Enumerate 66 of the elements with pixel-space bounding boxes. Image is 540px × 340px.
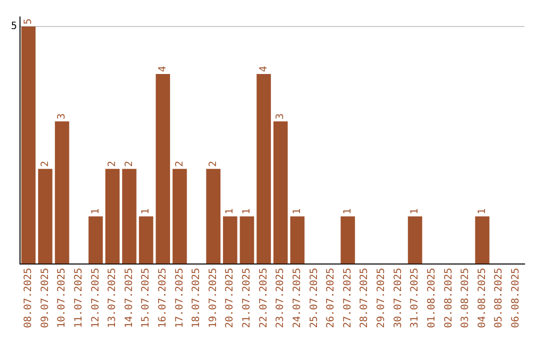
bar [290, 216, 305, 264]
bar [122, 168, 136, 264]
bar [88, 216, 103, 264]
x-tick-label: 12.07.2025 [90, 268, 102, 328]
x-tick-label: 02.08.2025 [443, 268, 454, 328]
x-tick-label: 20.07.2025 [224, 268, 236, 328]
data-label: 1 [140, 208, 152, 214]
bar [206, 168, 220, 264]
x-tick-label: 29.07.2025 [376, 268, 388, 328]
x-tick-label: 17.07.2025 [174, 268, 186, 328]
data-label: 1 [224, 208, 236, 214]
x-tick-label: 21.07.2025 [242, 268, 253, 328]
x-tick-label: 27.07.2025 [342, 268, 354, 328]
bar [273, 121, 288, 264]
x-tick-label: 05.08.2025 [494, 268, 505, 328]
x-tick-label: 25.07.2025 [308, 268, 320, 328]
x-tick-label: 15.07.2025 [140, 268, 152, 328]
x-tick-label: 03.08.2025 [460, 268, 472, 328]
bar [475, 216, 490, 264]
bar [156, 74, 170, 264]
bar [222, 216, 238, 264]
x-tick-label: 23.07.2025 [275, 268, 286, 328]
data-label: 3 [275, 113, 286, 120]
x-tick-label: 24.07.2025 [292, 268, 303, 328]
data-label: 1 [90, 208, 102, 214]
x-tick-label: 22.07.2025 [258, 268, 270, 328]
x-tick-label: 09.07.2025 [40, 268, 51, 328]
x-tick-label: 10.07.2025 [56, 268, 68, 328]
data-label: 4 [258, 66, 270, 72]
bar [172, 168, 187, 264]
bar [54, 121, 70, 264]
data-label: 1 [242, 208, 253, 214]
data-label: 3 [56, 113, 68, 120]
data-label: 5 [10, 21, 18, 32]
bar [408, 216, 422, 264]
bar [138, 216, 154, 264]
x-tick-label: 06.08.2025 [510, 268, 522, 328]
x-tick-label: 13.07.2025 [107, 268, 118, 328]
data-label: 1 [410, 208, 421, 214]
data-label: 2 [174, 160, 186, 167]
x-tick-label: 18.07.2025 [191, 268, 202, 328]
x-tick-label: 14.07.2025 [124, 268, 135, 328]
x-tick-label: 28.07.2025 [359, 268, 370, 328]
data-label: 2 [208, 160, 219, 167]
bar [340, 216, 355, 264]
bar [38, 168, 52, 264]
data-label: 2 [40, 160, 51, 167]
bar [240, 216, 254, 264]
data-label: 1 [476, 208, 488, 214]
x-tick-label: 01.08.2025 [426, 268, 438, 328]
bar [105, 168, 120, 264]
x-tick-label: 30.07.2025 [392, 268, 404, 328]
data-label: 1 [292, 208, 303, 214]
x-tick-label: 08.07.2025 [23, 268, 34, 328]
bar [21, 26, 36, 264]
data-label: 2 [124, 160, 135, 167]
data-label: 4 [157, 66, 168, 72]
data-label: 2 [107, 160, 118, 167]
x-tick-label: 19.07.2025 [208, 268, 219, 328]
x-tick-label: 04.08.2025 [476, 268, 488, 328]
bar [256, 74, 271, 264]
x-tick-label: 16.07.2025 [157, 268, 168, 328]
x-tick-label: 31.07.2025 [410, 268, 421, 328]
x-tick-label: 26.07.2025 [326, 268, 337, 328]
data-label: 1 [342, 208, 354, 214]
x-tick-label: 11.07.2025 [73, 268, 84, 328]
